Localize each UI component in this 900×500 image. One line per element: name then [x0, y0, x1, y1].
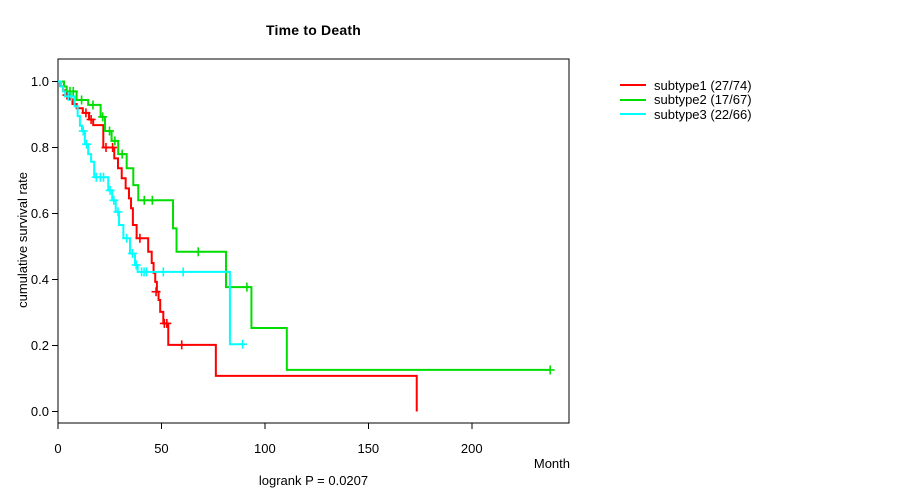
x-tick-label: 150	[357, 441, 379, 456]
x-axis-label: Month	[533, 456, 570, 471]
legend-line-subtype3	[620, 113, 646, 116]
legend-item-subtype2: subtype2 (17/67)	[620, 92, 752, 108]
survival-curve-subtype2	[58, 80, 551, 371]
legend: subtype1 (27/74) subtype2 (17/67) subtyp…	[620, 78, 752, 122]
y-tick-label: 0.0	[31, 404, 49, 419]
y-tick-label: 1.0	[31, 74, 49, 89]
survival-curve-subtype3	[58, 80, 245, 346]
x-tick-label: 100	[254, 441, 276, 456]
legend-line-subtype1	[620, 84, 646, 87]
x-tick-label: 200	[461, 441, 483, 456]
legend-label-subtype1: subtype1 (27/74)	[654, 77, 752, 93]
legend-label-subtype3: subtype3 (22/66)	[654, 106, 752, 122]
chart-title: Time to Death	[266, 22, 361, 38]
y-tick-label: 0.6	[31, 206, 49, 221]
legend-line-subtype2	[620, 98, 646, 101]
plot-box	[57, 58, 570, 424]
legend-label-subtype2: subtype2 (17/67)	[654, 92, 752, 108]
x-tick-label: 50	[154, 441, 168, 456]
y-axis-label: cumulative survival rate	[14, 172, 30, 308]
survival-curve-subtype1	[58, 80, 418, 412]
x-tick-label: 0	[54, 441, 61, 456]
logrank-p-value: logrank P = 0.0207	[258, 473, 369, 488]
y-tick-label: 0.8	[31, 140, 49, 155]
y-tick-label: 0.4	[31, 272, 49, 287]
legend-item-subtype1: subtype1 (27/74)	[620, 78, 752, 93]
legend-item-subtype3: subtype3 (22/66)	[620, 107, 752, 122]
y-tick-label: 0.2	[31, 338, 49, 353]
